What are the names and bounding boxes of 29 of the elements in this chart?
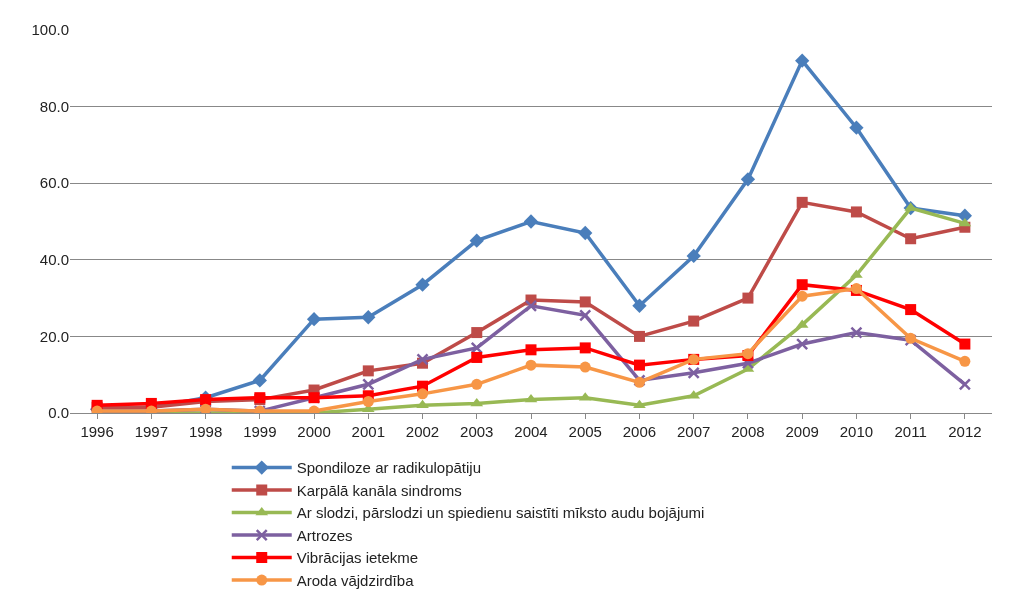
legend-label: Vibrācijas ietekme: [296, 549, 419, 567]
legend-label: Karpālā kanāla sindroms: [296, 481, 462, 499]
y-tick-label: 40.0: [39, 251, 69, 269]
y-tick-label: 0.0: [48, 404, 69, 422]
x-tick-label: 1999: [243, 423, 277, 440]
x-tick-label: 2005: [568, 423, 602, 440]
x-tick-label: 2006: [622, 423, 657, 440]
x-tick-label: 2003: [460, 423, 494, 440]
x-tick-label: 2011: [894, 423, 927, 440]
x-tick-label: 2004: [514, 423, 548, 440]
legend-label: Artrozes: [296, 526, 353, 544]
x-tick-label: 2007: [677, 423, 711, 440]
x-tick-label: 2009: [785, 423, 819, 440]
x-tick-label: 2012: [948, 423, 982, 440]
y-tick-label: 60.0: [39, 174, 69, 192]
x-tick-label: 2001: [351, 423, 385, 440]
x-tick-label: 2008: [731, 423, 765, 440]
x-tick-label: 1996: [80, 423, 114, 440]
legend-label: Aroda vājdzirdība: [296, 571, 415, 589]
x-tick-label: 1998: [188, 423, 223, 440]
y-tick-label: 20.0: [39, 327, 69, 345]
legend-label: Spondiloze ar radikulopātiju: [296, 459, 482, 477]
x-tick-label: 2002: [405, 423, 440, 440]
x-tick-label: 2000: [297, 423, 331, 440]
x-tick-label: 2010: [839, 423, 874, 440]
x-tick-label: 1997: [134, 423, 169, 440]
legend-label: Ar slodzi, pārslodzi un spiedienu saistīti mīksto audu bojājumi: [296, 504, 705, 522]
y-tick-label: 100.0: [31, 21, 69, 39]
y-tick-label: 80.0: [39, 97, 69, 115]
